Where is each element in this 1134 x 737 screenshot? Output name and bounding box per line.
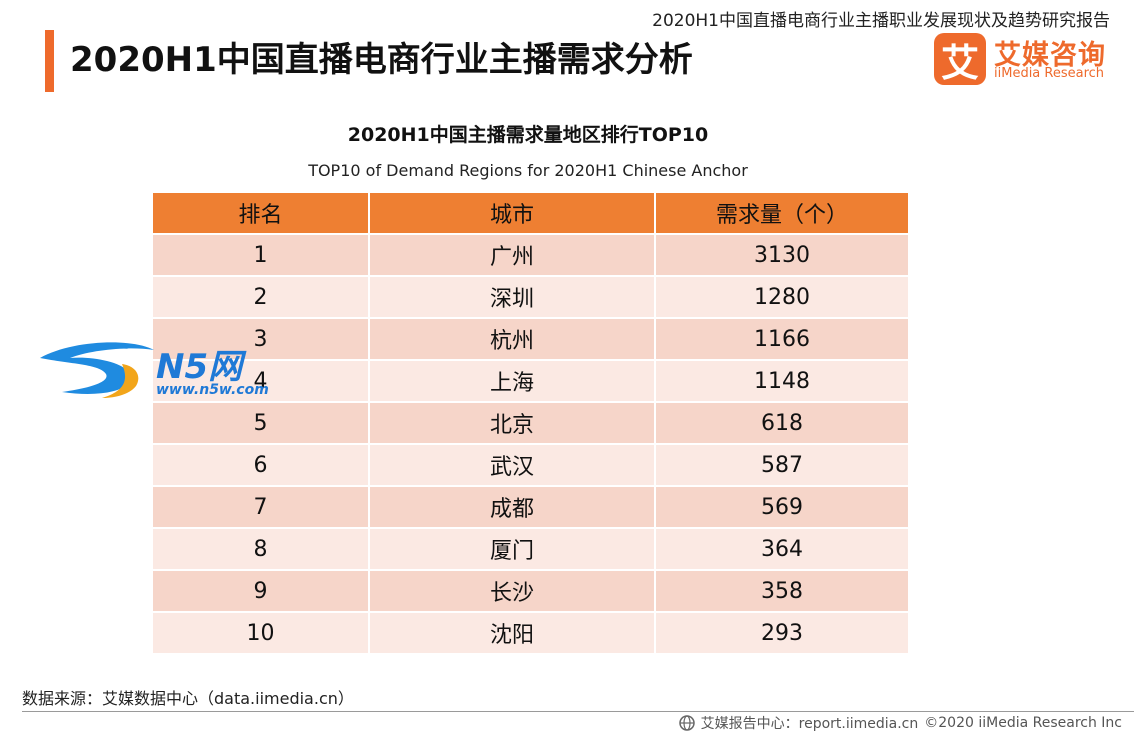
cell-demand: 618 [655,402,908,445]
footer-site: 艾媒报告中心：report.iimedia.cn [700,716,919,732]
table-row: 9 长沙 358 [153,570,908,613]
globe-icon [678,715,695,731]
cell-demand: 364 [655,528,908,571]
table-row: 3 杭州 1166 [153,318,908,361]
table-row: 10 沈阳 293 [153,612,908,655]
logo-mark: 艾 [934,33,986,85]
n5w-logo-icon: N5网 [40,342,247,398]
iimedia-logo: 艾 艾媒咨询 iiMedia Research [934,33,1114,85]
cell-demand: 293 [655,612,908,655]
cell-rank: 4 [153,360,370,403]
n5w-url: www.n5w.com [156,382,269,398]
cell-city: 成都 [369,486,656,529]
footer-copyright: ©2020 iiMedia Research Inc [924,715,1122,731]
cell-rank: 8 [153,528,370,571]
table-row: 7 成都 569 [153,486,908,529]
cell-rank: 7 [153,486,370,529]
title-accent-bar [45,30,54,92]
data-source: 数据来源：艾媒数据中心（data.iimedia.cn） [22,689,354,708]
header-rank: 排名 [153,193,370,235]
table-row: 1 广州 3130 [153,234,908,277]
footer-divider [22,711,1134,712]
cell-demand: 1280 [655,276,908,319]
cell-demand: 358 [655,570,908,613]
cell-rank: 1 [153,234,370,277]
cell-demand: 3130 [655,234,908,277]
cell-rank: 9 [153,570,370,613]
cell-demand: 1166 [655,318,908,361]
n5w-watermark: N5网 www.n5w.com [32,336,302,400]
cell-demand: 1148 [655,360,908,403]
table-subtitle: TOP10 of Demand Regions for 2020H1 Chine… [308,161,748,180]
cell-city: 厦门 [369,528,656,571]
cell-city: 沈阳 [369,612,656,655]
page-title: 2020H1中国直播电商行业主播需求分析 [70,40,693,80]
cell-city: 上海 [369,360,656,403]
table-row: 4 上海 1148 [153,360,908,403]
footer: 艾媒报告中心：report.iimedia.cn ©2020 iiMedia R… [678,713,1122,733]
ranking-table: 排名 城市 需求量（个） 1 广州 3130 2 深圳 1280 3 杭州 1166 4 上海 114… [153,193,908,655]
cell-city: 北京 [369,402,656,445]
header-city: 城市 [369,193,656,235]
cell-demand: 569 [655,486,908,529]
cell-city: 深圳 [369,276,656,319]
n5w-logo-text: N5网 [156,347,247,387]
report-title: 2020H1中国直播电商行业主播职业发展现状及趋势研究报告 [652,11,1110,31]
cell-rank: 10 [153,612,370,655]
table-header-row: 排名 城市 需求量（个） [153,193,908,235]
cell-demand: 587 [655,444,908,487]
cell-city: 武汉 [369,444,656,487]
header-demand: 需求量（个） [655,193,908,235]
table-title: 2020H1中国主播需求量地区排行TOP10 [347,124,709,146]
cell-rank: 5 [153,402,370,445]
cell-rank: 6 [153,444,370,487]
cell-city: 长沙 [369,570,656,613]
table-row: 6 武汉 587 [153,444,908,487]
table-row: 5 北京 618 [153,402,908,445]
logo-name-cn: 艾媒咨询 [994,40,1106,71]
cell-city: 广州 [369,234,656,277]
table-row: 8 厦门 364 [153,528,908,571]
cell-rank: 2 [153,276,370,319]
logo-name-en: iiMedia Research [994,66,1105,81]
cell-city: 杭州 [369,318,656,361]
table-row: 2 深圳 1280 [153,276,908,319]
cell-rank: 3 [153,318,370,361]
